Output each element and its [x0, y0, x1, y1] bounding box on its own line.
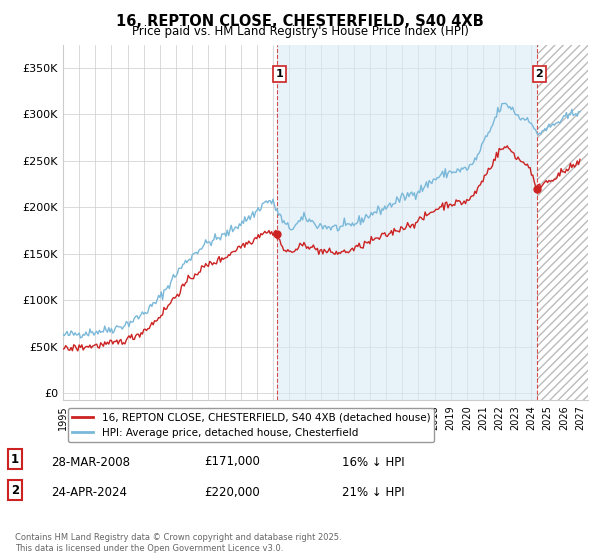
- Text: 16, REPTON CLOSE, CHESTERFIELD, S40 4XB: 16, REPTON CLOSE, CHESTERFIELD, S40 4XB: [116, 14, 484, 29]
- Text: 1: 1: [275, 69, 283, 79]
- Text: 1: 1: [11, 452, 19, 466]
- Text: 16% ↓ HPI: 16% ↓ HPI: [342, 455, 404, 469]
- Text: £220,000: £220,000: [204, 486, 260, 500]
- Text: Contains HM Land Registry data © Crown copyright and database right 2025.
This d: Contains HM Land Registry data © Crown c…: [15, 533, 341, 553]
- Text: 21% ↓ HPI: 21% ↓ HPI: [342, 486, 404, 500]
- Legend: 16, REPTON CLOSE, CHESTERFIELD, S40 4XB (detached house), HPI: Average price, de: 16, REPTON CLOSE, CHESTERFIELD, S40 4XB …: [68, 408, 434, 442]
- Text: 24-APR-2024: 24-APR-2024: [51, 486, 127, 500]
- Text: 2: 2: [535, 69, 543, 79]
- Text: £171,000: £171,000: [204, 455, 260, 469]
- Text: 2: 2: [11, 483, 19, 497]
- Bar: [537, 45, 588, 400]
- Text: Price paid vs. HM Land Registry's House Price Index (HPI): Price paid vs. HM Land Registry's House …: [131, 25, 469, 38]
- Text: 28-MAR-2008: 28-MAR-2008: [51, 455, 130, 469]
- Bar: [277, 45, 537, 400]
